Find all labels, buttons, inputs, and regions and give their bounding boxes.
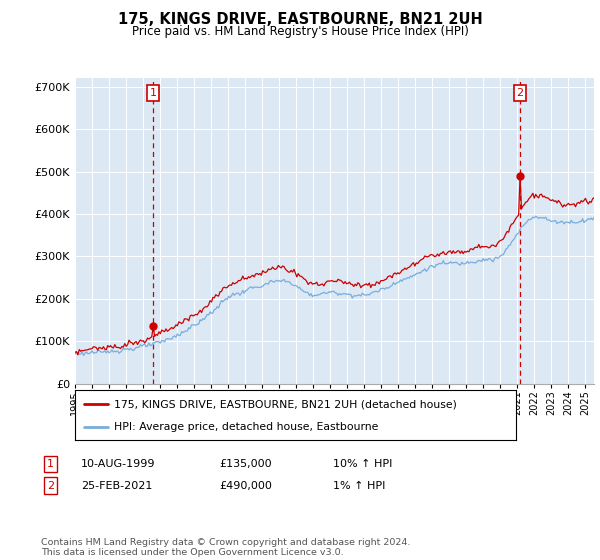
Text: 2: 2: [47, 480, 54, 491]
Text: 2: 2: [517, 88, 524, 98]
Text: £490,000: £490,000: [219, 480, 272, 491]
Text: £135,000: £135,000: [219, 459, 272, 469]
Text: 10% ↑ HPI: 10% ↑ HPI: [333, 459, 392, 469]
Text: Contains HM Land Registry data © Crown copyright and database right 2024.
This d: Contains HM Land Registry data © Crown c…: [41, 538, 410, 557]
Text: 1: 1: [150, 88, 157, 98]
Text: 10-AUG-1999: 10-AUG-1999: [81, 459, 155, 469]
Text: 1% ↑ HPI: 1% ↑ HPI: [333, 480, 385, 491]
Text: HPI: Average price, detached house, Eastbourne: HPI: Average price, detached house, East…: [114, 422, 378, 432]
Text: 25-FEB-2021: 25-FEB-2021: [81, 480, 152, 491]
Text: 1: 1: [47, 459, 54, 469]
Text: Price paid vs. HM Land Registry's House Price Index (HPI): Price paid vs. HM Land Registry's House …: [131, 25, 469, 38]
Text: 175, KINGS DRIVE, EASTBOURNE, BN21 2UH: 175, KINGS DRIVE, EASTBOURNE, BN21 2UH: [118, 12, 482, 27]
Text: 175, KINGS DRIVE, EASTBOURNE, BN21 2UH (detached house): 175, KINGS DRIVE, EASTBOURNE, BN21 2UH (…: [114, 399, 457, 409]
